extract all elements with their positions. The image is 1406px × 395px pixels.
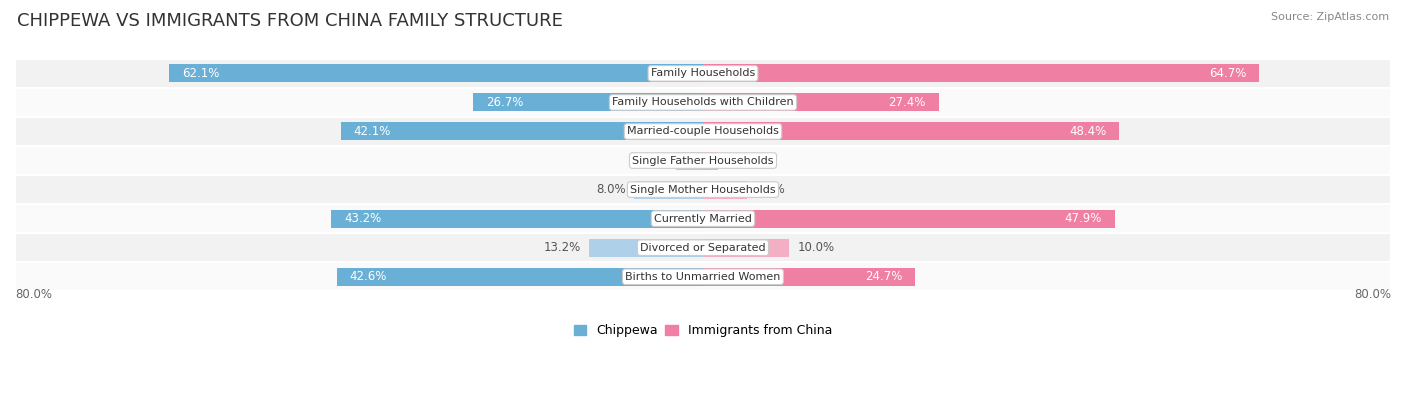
Bar [703,64,1260,83]
Text: 13.2%: 13.2% [544,241,581,254]
Text: 62.1%: 62.1% [181,67,219,80]
Bar [15,204,1391,233]
Bar [703,181,747,199]
Text: 80.0%: 80.0% [1354,288,1391,301]
Text: 48.4%: 48.4% [1069,125,1107,138]
Bar [589,239,703,257]
Text: 42.6%: 42.6% [350,270,387,283]
Text: Married-couple Households: Married-couple Households [627,126,779,137]
Bar [336,268,703,286]
Bar [676,152,703,169]
Text: 80.0%: 80.0% [15,288,52,301]
Bar [169,64,703,83]
Bar [15,88,1391,117]
Bar [15,175,1391,204]
Bar [340,122,703,141]
Text: Currently Married: Currently Married [654,214,752,224]
Bar [703,122,1119,141]
Bar [15,233,1391,262]
Text: 42.1%: 42.1% [354,125,391,138]
Bar [15,146,1391,175]
Text: 64.7%: 64.7% [1209,67,1247,80]
Text: Divorced or Separated: Divorced or Separated [640,243,766,253]
Bar [332,210,703,228]
Bar [703,239,789,257]
Text: 47.9%: 47.9% [1064,212,1102,225]
Text: Family Households with Children: Family Households with Children [612,98,794,107]
Bar [703,210,1115,228]
Text: 10.0%: 10.0% [797,241,835,254]
Text: 1.8%: 1.8% [727,154,756,167]
Text: 3.1%: 3.1% [638,154,668,167]
Bar [474,94,703,111]
Text: 8.0%: 8.0% [596,183,626,196]
Bar [703,152,718,169]
Text: 5.1%: 5.1% [755,183,785,196]
Bar [15,59,1391,88]
Text: 43.2%: 43.2% [344,212,381,225]
Text: CHIPPEWA VS IMMIGRANTS FROM CHINA FAMILY STRUCTURE: CHIPPEWA VS IMMIGRANTS FROM CHINA FAMILY… [17,12,562,30]
Text: 24.7%: 24.7% [865,270,903,283]
Bar [703,268,915,286]
Text: Family Households: Family Households [651,68,755,78]
Text: Single Mother Households: Single Mother Households [630,184,776,195]
Bar [15,117,1391,146]
Bar [703,94,939,111]
Bar [634,181,703,199]
Text: 27.4%: 27.4% [889,96,925,109]
Text: Births to Unmarried Women: Births to Unmarried Women [626,272,780,282]
Legend: Chippewa, Immigrants from China: Chippewa, Immigrants from China [569,320,837,342]
Bar [15,262,1391,291]
Text: 26.7%: 26.7% [486,96,523,109]
Text: Source: ZipAtlas.com: Source: ZipAtlas.com [1271,12,1389,22]
Text: Single Father Households: Single Father Households [633,156,773,166]
